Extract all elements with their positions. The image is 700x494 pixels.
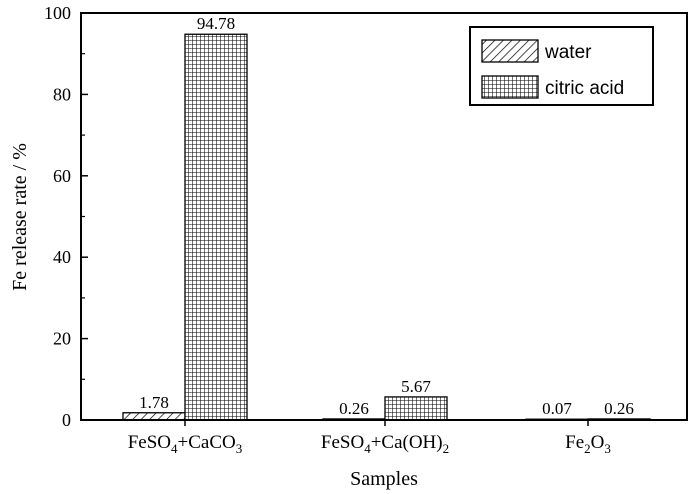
bar-citric-acid: [384, 396, 448, 421]
data-label: 0.26: [339, 399, 369, 418]
data-label: 1.78: [139, 393, 169, 412]
bar-citric-acid: [184, 33, 248, 421]
legend-label: water: [544, 42, 592, 63]
legend: water citric acid: [469, 26, 654, 106]
y-tick-label: 20: [53, 329, 71, 349]
y-tick-label: 0: [62, 410, 71, 430]
x-axis-title: Samples: [350, 468, 418, 490]
y-axis-title: Fe release rate / %: [9, 143, 31, 291]
y-tick-label: 60: [53, 166, 71, 186]
x-category-label: Fe2O3: [565, 432, 611, 456]
y-tick-label: 100: [44, 3, 71, 23]
plot-frame: [80, 12, 688, 421]
y-tick-label: 40: [53, 247, 71, 267]
legend-label: citric acid: [545, 78, 624, 99]
legend-swatch-citric-acid: [481, 75, 539, 99]
y-tick-label: 80: [53, 84, 71, 104]
data-label: 94.78: [197, 14, 235, 33]
bar-water: [122, 412, 186, 421]
legend-swatch-water: [481, 39, 539, 63]
data-label: 0.07: [542, 399, 572, 418]
x-category-label: FeSO4+CaCO3: [128, 432, 243, 456]
data-label: 0.26: [604, 399, 634, 418]
data-label: 5.67: [401, 377, 431, 396]
x-category-label: FeSO4+Ca(OH)2: [321, 432, 449, 456]
